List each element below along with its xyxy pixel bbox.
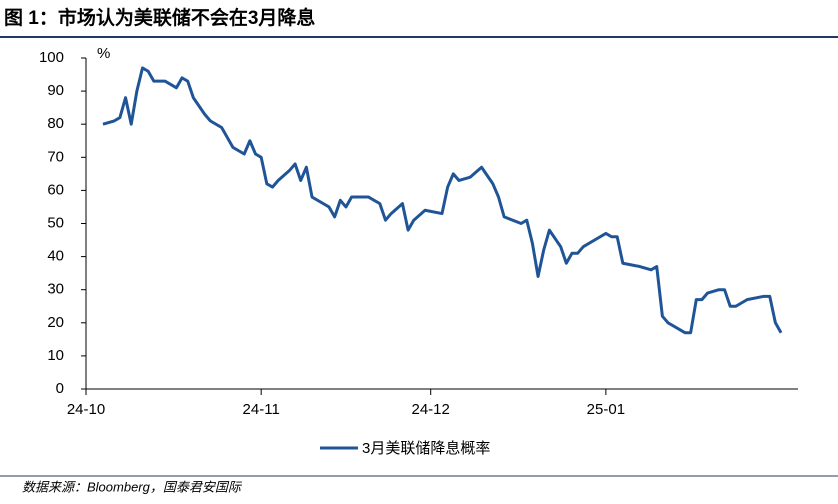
y-tick-label: 60 [47, 181, 64, 198]
y-tick-label: 20 [47, 314, 64, 331]
source: 数据来源：Bloomberg，国泰君安国际 [22, 479, 243, 494]
x-tick-label: 24-11 [243, 401, 280, 418]
y-tick-label: 30 [47, 281, 64, 298]
x-tick-label: 24-12 [412, 401, 450, 418]
y-tick-label: 50 [47, 214, 64, 231]
y-unit: % [97, 45, 110, 62]
y-tick-label: 70 [47, 148, 64, 165]
x-tick-label: 24-10 [67, 401, 105, 418]
y-tick-label: 100 [39, 49, 64, 66]
y-tick-label: 90 [47, 82, 64, 99]
y-tick-label: 10 [47, 347, 64, 364]
chart-title: 图 1：市场认为美联储不会在3月降息 [4, 6, 315, 29]
legend-label: 3月美联储降息概率 [362, 440, 490, 457]
y-tick-label: 80 [47, 115, 64, 132]
data-line [102, 66, 783, 335]
y-tick-label: 40 [47, 248, 64, 265]
y-tick-label: 0 [56, 380, 64, 397]
x-tick-label: 25-01 [587, 401, 625, 418]
